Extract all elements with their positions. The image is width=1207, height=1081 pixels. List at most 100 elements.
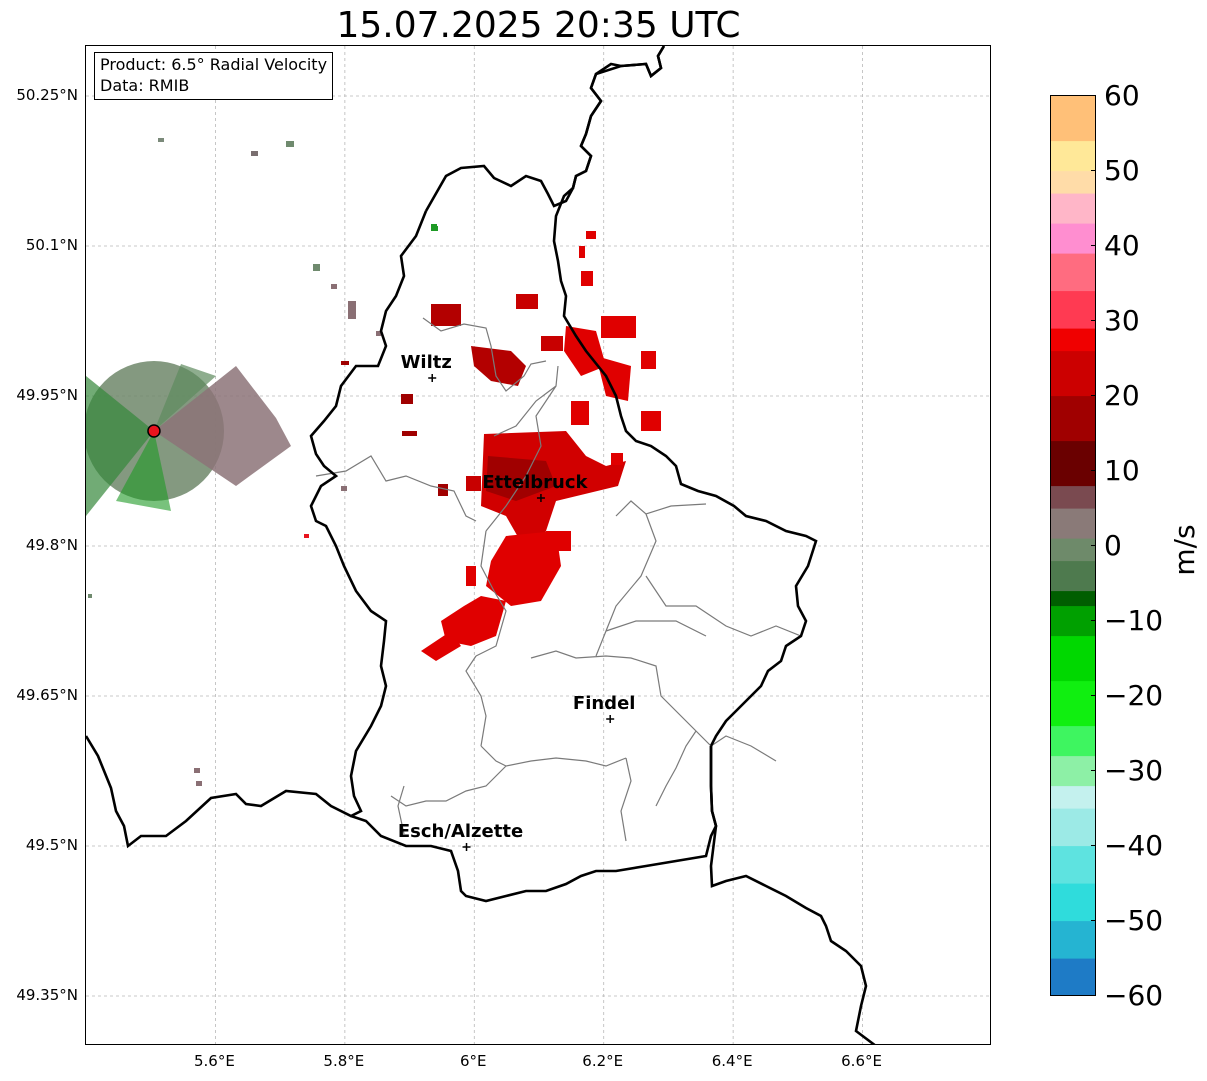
echo-cell bbox=[341, 361, 349, 365]
lon-tick-label: 5.6°E bbox=[194, 1052, 235, 1070]
colorbar-band bbox=[1050, 725, 1096, 757]
colorbar-band bbox=[1050, 170, 1096, 194]
storm-cell-fringe bbox=[546, 531, 571, 551]
canton-boundaries bbox=[315, 317, 802, 842]
city-marker bbox=[428, 374, 437, 382]
storm-cell-east bbox=[596, 356, 631, 401]
echo-cell bbox=[433, 226, 438, 231]
colorbar-band bbox=[1050, 395, 1096, 442]
colorbar-tick-label: −30 bbox=[1104, 753, 1164, 787]
storm-cell-fringe bbox=[571, 401, 589, 425]
lon-tick-label: 6°E bbox=[460, 1052, 487, 1070]
lat-tick-label: 50.25°N bbox=[16, 86, 78, 104]
echo-cell bbox=[196, 781, 202, 786]
velocity-colorbar bbox=[1050, 95, 1096, 996]
colorbar-band bbox=[1050, 328, 1096, 352]
colorbar-band bbox=[1050, 845, 1096, 884]
colorbar-band bbox=[1050, 958, 1096, 996]
colorbar-band bbox=[1050, 485, 1096, 509]
storm-core-ettelbruck bbox=[486, 456, 556, 501]
radar-site-marker bbox=[147, 424, 161, 438]
storm-cell-fringe bbox=[541, 336, 563, 351]
colorbar-tick-label: 10 bbox=[1104, 453, 1140, 487]
storm-cell-fringe bbox=[466, 566, 476, 586]
city-label: Esch/Alzette bbox=[398, 821, 523, 842]
city-label: Ettelbruck bbox=[482, 472, 588, 493]
storm-cell-wiltz-east bbox=[471, 346, 526, 386]
colorbar-band bbox=[1050, 920, 1096, 959]
clutter-wedge-east bbox=[154, 366, 291, 486]
colorbar-tick-label: −40 bbox=[1104, 828, 1164, 862]
storm-cells bbox=[401, 226, 661, 661]
data-source-label: Data: RMIB bbox=[100, 76, 190, 95]
city-marker bbox=[606, 715, 615, 723]
echo-cell bbox=[88, 594, 92, 598]
echo-cell bbox=[313, 264, 320, 271]
colorbar-tick-label: 60 bbox=[1104, 78, 1140, 112]
lon-tick-label: 5.8°E bbox=[323, 1052, 365, 1070]
storm-cell-fringe bbox=[581, 271, 593, 286]
colorbar-band bbox=[1050, 290, 1096, 329]
colorbar-band bbox=[1050, 808, 1096, 847]
colorbar-band bbox=[1050, 508, 1096, 539]
storm-cell-tail bbox=[421, 631, 461, 661]
colorbar-band bbox=[1050, 440, 1096, 487]
colorbar-band bbox=[1050, 605, 1096, 637]
colorbar-band bbox=[1050, 785, 1096, 809]
lat-tick-label: 49.5°N bbox=[25, 836, 78, 854]
storm-cell-fringe bbox=[579, 246, 585, 258]
storm-cell-fringe bbox=[402, 431, 417, 436]
lat-tick-label: 49.95°N bbox=[16, 386, 78, 404]
storm-cell-fringe bbox=[401, 394, 413, 404]
germany-border-east bbox=[709, 746, 876, 1044]
product-info-box: Product: 6.5° Radial Velocity Data: RMIB bbox=[94, 52, 334, 100]
graticule bbox=[86, 46, 990, 1044]
storm-cell-south bbox=[486, 531, 561, 606]
echo-cell bbox=[348, 301, 356, 319]
colorbar-band bbox=[1050, 538, 1096, 562]
colorbar-band bbox=[1050, 635, 1096, 682]
chart-title: 15.07.2025 20:35 UTC bbox=[336, 5, 741, 46]
colorbar-tick-label: −60 bbox=[1104, 978, 1164, 1012]
city-label: Wiltz bbox=[401, 352, 452, 373]
storm-cell-fringe bbox=[586, 231, 596, 239]
echo-cell bbox=[331, 284, 337, 289]
echo-cell bbox=[158, 138, 164, 142]
clutter-wedge-west bbox=[86, 376, 154, 516]
mosel-border bbox=[552, 46, 818, 747]
lat-tick-label: 49.35°N bbox=[16, 986, 78, 1004]
colorbar-tick-label: 30 bbox=[1104, 303, 1140, 337]
colorbar-band bbox=[1050, 95, 1096, 142]
map-frame: Wiltz Ettelbruck Findel Esch/Alzette bbox=[85, 45, 991, 1045]
city-marker bbox=[462, 843, 471, 851]
echo-cell bbox=[376, 331, 381, 336]
storm-cell-fringe bbox=[641, 351, 656, 369]
lon-tick-label: 6.6°E bbox=[841, 1052, 882, 1070]
colorbar-band bbox=[1050, 253, 1096, 292]
colorbar-band bbox=[1050, 193, 1096, 224]
colorbar-bands bbox=[1050, 95, 1096, 996]
colorbar-unit: m/s bbox=[1168, 524, 1201, 576]
clutter-wedge-north bbox=[154, 364, 216, 431]
colorbar-tick-label: −10 bbox=[1104, 603, 1164, 637]
colorbar-band bbox=[1050, 140, 1096, 172]
colorbar-tick-label: 50 bbox=[1104, 153, 1140, 187]
colorbar-band bbox=[1050, 560, 1096, 592]
lon-tick-label: 6.4°E bbox=[711, 1052, 753, 1070]
echo-cell bbox=[304, 534, 309, 538]
radar-site-layer bbox=[147, 424, 161, 438]
storm-cell-fringe bbox=[438, 484, 448, 496]
echo-cell bbox=[286, 141, 294, 147]
storm-cell-north-wiltz bbox=[431, 304, 461, 326]
borders bbox=[86, 46, 876, 1044]
city-label: Findel bbox=[573, 693, 636, 714]
storm-cell-fringe bbox=[466, 476, 481, 491]
colorbar-ticks bbox=[1091, 95, 1096, 996]
storm-cell-fringe bbox=[516, 294, 538, 309]
colorbar-tick-label: 0 bbox=[1104, 528, 1122, 562]
product-label: Product: 6.5° Radial Velocity bbox=[100, 55, 328, 74]
city-layer: Wiltz Ettelbruck Findel Esch/Alzette bbox=[398, 352, 636, 851]
france-border bbox=[350, 746, 718, 903]
clutter-wedge-south bbox=[116, 431, 171, 511]
city-marker bbox=[536, 494, 545, 502]
